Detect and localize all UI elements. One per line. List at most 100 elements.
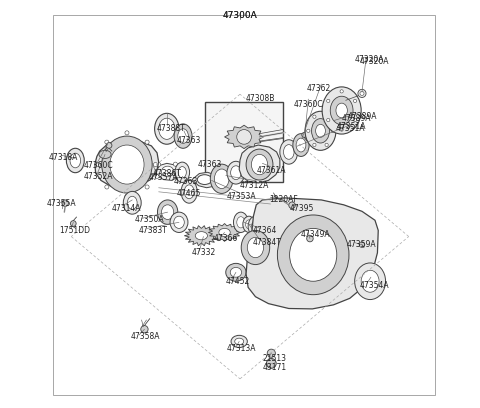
Circle shape: [353, 99, 357, 102]
Circle shape: [331, 129, 335, 133]
Ellipse shape: [280, 140, 298, 164]
Circle shape: [266, 359, 276, 368]
Text: 47386T: 47386T: [153, 169, 181, 178]
Polygon shape: [95, 140, 159, 188]
Ellipse shape: [66, 148, 84, 173]
Text: 47353A: 47353A: [227, 192, 256, 201]
Circle shape: [307, 129, 310, 133]
Ellipse shape: [227, 161, 245, 184]
Ellipse shape: [284, 144, 294, 159]
Polygon shape: [239, 145, 280, 183]
Text: 47389A: 47389A: [342, 114, 371, 123]
Ellipse shape: [246, 149, 273, 180]
Ellipse shape: [237, 217, 245, 228]
Circle shape: [105, 185, 109, 189]
Ellipse shape: [170, 212, 188, 233]
Circle shape: [145, 140, 149, 144]
Ellipse shape: [123, 191, 141, 214]
Text: 47300A: 47300A: [223, 11, 257, 20]
Ellipse shape: [248, 216, 263, 237]
Ellipse shape: [330, 96, 353, 125]
Ellipse shape: [235, 338, 244, 345]
Polygon shape: [184, 226, 218, 246]
Circle shape: [141, 326, 148, 333]
Ellipse shape: [178, 166, 186, 178]
Ellipse shape: [247, 237, 264, 258]
Circle shape: [358, 89, 366, 98]
Ellipse shape: [361, 270, 379, 292]
Text: 47465: 47465: [177, 188, 201, 197]
Circle shape: [62, 200, 69, 206]
Text: 47318A: 47318A: [49, 153, 78, 162]
Circle shape: [360, 91, 364, 95]
Ellipse shape: [226, 264, 246, 281]
Ellipse shape: [195, 232, 207, 240]
Ellipse shape: [252, 221, 260, 232]
Ellipse shape: [162, 166, 174, 177]
Text: 47357A: 47357A: [148, 173, 178, 182]
Text: 47332: 47332: [191, 248, 216, 257]
Ellipse shape: [181, 180, 197, 203]
Circle shape: [313, 115, 316, 118]
Polygon shape: [246, 198, 378, 309]
Ellipse shape: [246, 220, 252, 229]
Circle shape: [353, 118, 357, 122]
Circle shape: [125, 131, 129, 135]
Circle shape: [71, 221, 76, 226]
Polygon shape: [225, 125, 264, 149]
Circle shape: [340, 128, 343, 131]
Ellipse shape: [157, 200, 178, 224]
Ellipse shape: [293, 134, 309, 156]
Text: 47350A: 47350A: [134, 215, 164, 224]
Ellipse shape: [162, 205, 174, 220]
Ellipse shape: [174, 216, 184, 228]
Circle shape: [340, 90, 343, 93]
Circle shape: [154, 162, 157, 166]
Text: 47352A: 47352A: [84, 172, 113, 181]
Ellipse shape: [322, 87, 361, 134]
Circle shape: [307, 235, 313, 242]
Circle shape: [155, 174, 159, 178]
Ellipse shape: [127, 196, 137, 209]
Text: 47320A: 47320A: [355, 55, 384, 64]
Text: 47320A: 47320A: [360, 57, 389, 66]
Circle shape: [237, 130, 252, 144]
Text: 47308B: 47308B: [246, 94, 276, 103]
Circle shape: [359, 242, 365, 248]
Ellipse shape: [233, 212, 248, 233]
Text: 47383T: 47383T: [138, 226, 167, 235]
Text: 47359A: 47359A: [347, 240, 377, 249]
Text: 47363: 47363: [174, 177, 198, 186]
Text: 47364: 47364: [252, 226, 276, 235]
Circle shape: [267, 349, 276, 357]
Ellipse shape: [175, 162, 190, 182]
Text: 47361A: 47361A: [256, 166, 286, 175]
Text: 47395: 47395: [289, 204, 314, 213]
Circle shape: [289, 202, 295, 208]
Ellipse shape: [296, 138, 306, 152]
Text: 47313A: 47313A: [227, 344, 256, 353]
Text: 47360C: 47360C: [84, 161, 113, 170]
Text: 47349A: 47349A: [301, 230, 331, 239]
Ellipse shape: [210, 164, 233, 193]
Text: 47366: 47366: [214, 234, 238, 243]
Text: 47389A: 47389A: [348, 112, 377, 121]
Text: 21513: 21513: [263, 354, 287, 363]
Text: 47362: 47362: [307, 84, 331, 93]
Circle shape: [313, 143, 316, 146]
Ellipse shape: [252, 154, 268, 175]
Ellipse shape: [277, 215, 349, 295]
Ellipse shape: [197, 175, 212, 184]
Ellipse shape: [316, 124, 325, 137]
Ellipse shape: [184, 185, 194, 199]
Ellipse shape: [159, 118, 175, 140]
Circle shape: [105, 140, 109, 144]
Text: 47314A: 47314A: [112, 204, 142, 213]
Ellipse shape: [178, 129, 188, 144]
Polygon shape: [156, 163, 179, 180]
Ellipse shape: [155, 113, 179, 144]
Ellipse shape: [102, 136, 152, 193]
Ellipse shape: [336, 103, 348, 118]
Ellipse shape: [219, 228, 230, 237]
Circle shape: [125, 194, 129, 198]
